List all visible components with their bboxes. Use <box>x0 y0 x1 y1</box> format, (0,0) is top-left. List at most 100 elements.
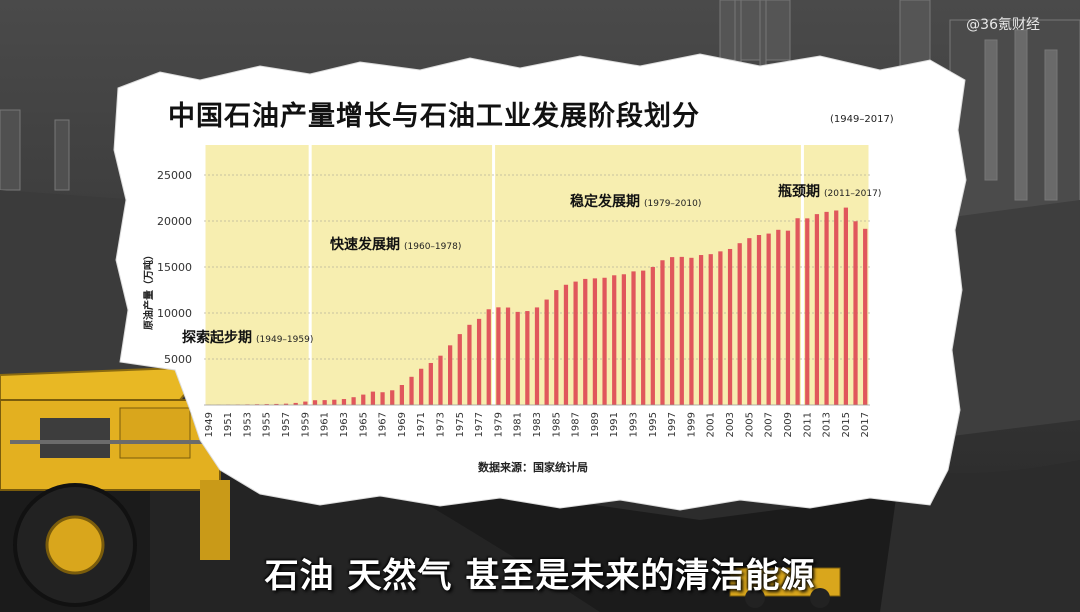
x-tick-label: 1957 <box>281 412 292 437</box>
bar-1997 <box>670 257 675 405</box>
x-tick-label: 1955 <box>262 412 273 437</box>
bar-1968 <box>390 390 395 405</box>
chart-title-range: (1949–2017) <box>830 114 894 125</box>
bar-2005 <box>747 238 752 405</box>
bar-2016 <box>853 221 858 405</box>
x-tick-label: 1953 <box>242 412 253 437</box>
bar-2011 <box>805 218 810 405</box>
y-tick-label: 25000 <box>157 169 192 182</box>
bar-1991 <box>612 275 617 405</box>
bar-1973 <box>438 355 443 405</box>
x-tick-label: 1961 <box>320 412 331 437</box>
x-tick-label: 1963 <box>339 412 350 437</box>
phase-label-3: 稳定发展期 <box>570 193 640 210</box>
bar-1967 <box>380 392 385 405</box>
bar-1979 <box>496 307 501 405</box>
x-tick-label: 1983 <box>532 412 543 437</box>
bar-2004 <box>737 243 742 405</box>
bar-1978 <box>486 309 491 405</box>
y-tick-label: 20000 <box>157 215 192 228</box>
bar-1985 <box>554 290 559 405</box>
x-tick-label: 1977 <box>474 412 485 437</box>
bar-1983 <box>534 307 540 405</box>
x-tick-label: 1987 <box>571 412 582 437</box>
bar-1964 <box>351 397 356 405</box>
bar-1980 <box>505 307 511 405</box>
phase-range-1: (1949–1959) <box>256 335 313 345</box>
bar-2013 <box>824 211 829 405</box>
phase-band-2 <box>311 145 493 405</box>
x-tick-label: 1991 <box>609 412 620 437</box>
phase-band-3 <box>495 145 801 405</box>
bar-1993 <box>631 271 636 405</box>
data-source: 数据来源：国家统计局 <box>478 461 588 474</box>
x-tick-label: 1999 <box>686 412 697 437</box>
y-tick-label: 5000 <box>164 353 192 366</box>
bar-2007 <box>766 233 771 405</box>
bar-2002 <box>718 251 723 405</box>
small-truck <box>729 567 841 608</box>
x-tick-label: 1989 <box>590 412 601 437</box>
bar-2009 <box>785 230 791 405</box>
x-tick-label: 1965 <box>358 412 369 437</box>
bar-1996 <box>660 260 665 405</box>
bar-2010 <box>795 218 800 405</box>
x-tick-label: 2001 <box>706 412 717 437</box>
bar-1970 <box>409 376 414 405</box>
x-tick-label: 1959 <box>300 412 311 437</box>
y-tick-label: 15000 <box>157 261 192 274</box>
bar-1971 <box>419 368 424 405</box>
phase-label-1: 探索起步期 <box>182 329 252 346</box>
bar-2017 <box>863 228 868 405</box>
bar-1969 <box>399 384 404 405</box>
bar-1994 <box>641 270 646 405</box>
bar-2014 <box>834 210 839 405</box>
bar-1981 <box>515 311 520 405</box>
subtitle-caption: 石油 天然气 甚至是未来的清洁能源 <box>264 556 816 596</box>
bar-1986 <box>563 284 569 405</box>
bar-2012 <box>814 214 820 405</box>
y-axis-label: 原油产量（万吨） <box>142 250 155 330</box>
bar-1988 <box>583 278 588 405</box>
bar-1999 <box>689 257 694 405</box>
x-tick-label: 1951 <box>223 412 234 437</box>
y-tick-label: 10000 <box>157 307 192 320</box>
bar-1982 <box>525 311 530 405</box>
bar-1995 <box>650 266 655 405</box>
x-tick-label: 2011 <box>802 412 813 437</box>
x-tick-label: 1967 <box>378 412 389 437</box>
phase-range-2: (1960–1978) <box>404 242 461 252</box>
bar-2015 <box>843 207 848 405</box>
x-tick-label: 1995 <box>648 412 659 437</box>
x-tick-label: 1985 <box>551 412 562 437</box>
x-tick-label: 1949 <box>204 412 215 437</box>
bar-1963 <box>341 399 347 405</box>
x-tick-label: 2007 <box>764 412 775 437</box>
bar-1976 <box>467 324 472 405</box>
x-tick-label: 1979 <box>493 412 504 437</box>
bar-1959 <box>303 401 308 405</box>
phase-range-4: (2011–2017) <box>824 189 881 199</box>
bar-1957 <box>283 403 289 405</box>
bar-2003 <box>727 248 733 405</box>
bar-1974 <box>448 345 453 405</box>
bar-2008 <box>776 229 781 405</box>
bar-1972 <box>428 362 433 405</box>
bar-2000 <box>698 255 704 405</box>
bar-1989 <box>592 278 598 405</box>
phase-label-4: 瓶颈期 <box>778 183 820 200</box>
x-tick-label: 2013 <box>822 412 833 437</box>
x-tick-label: 1971 <box>416 412 427 437</box>
haul-truck <box>0 366 230 607</box>
bar-1965 <box>361 394 366 405</box>
bar-1966 <box>370 391 376 405</box>
x-tick-label: 1973 <box>435 412 446 437</box>
bar-2006 <box>756 235 762 405</box>
chart-title: 中国石油产量增长与石油工业发展阶段划分 <box>168 101 700 132</box>
bar-1987 <box>573 281 578 405</box>
x-tick-label: 2015 <box>841 412 852 437</box>
phase-range-3: (1979–2010) <box>644 199 701 209</box>
x-tick-label: 1975 <box>455 412 466 437</box>
bar-1975 <box>457 334 462 405</box>
